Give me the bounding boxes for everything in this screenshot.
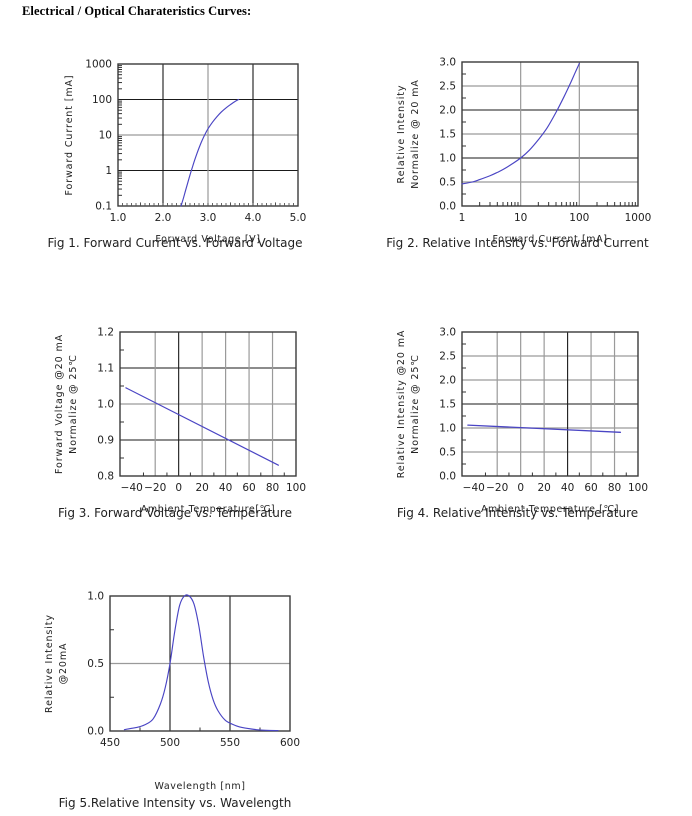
- fig2-ylabel-line1: Relative Intensity: [396, 85, 407, 184]
- fig4-xtick-label: −20: [486, 482, 508, 494]
- fig4-xlabel: Ambient Temperature [℃]: [481, 504, 619, 515]
- fig1-ylabel: Forward Current [mA]: [64, 74, 75, 195]
- figure-fig5: 0.0 0.5 1.0 450 500 550 600 Relative Intensity @…: [10, 578, 340, 813]
- fig5-curve: [123, 594, 279, 732]
- fig1-ytick-label: 1000: [85, 59, 112, 71]
- fig4-xtick-label: 40: [561, 482, 574, 494]
- fig4-xtick-label: 20: [537, 482, 550, 494]
- fig5-ytick-label: 1.0: [87, 591, 104, 603]
- fig5-xtick-label: 600: [280, 737, 300, 749]
- fig4-ytick-label: 3.0: [439, 327, 456, 339]
- fig1-xtick-label: 4.0: [245, 212, 262, 224]
- fig1-ytick-label: 1: [105, 165, 112, 177]
- fig3-ylabel-line2: Normalize @ 25℃: [68, 354, 79, 454]
- fig5-xtick-label: 550: [220, 737, 240, 749]
- fig2-xtick-label: 10: [514, 212, 527, 224]
- fig3-xtick-label: −20: [144, 482, 166, 494]
- fig2-ytick-label: 1.5: [439, 129, 456, 141]
- fig2-ytick-label: 2.5: [439, 81, 456, 93]
- fig3-ytick-label: 1.1: [97, 363, 114, 375]
- fig1-caption: Fig 1. Forward Current vs. Forward Volta…: [47, 236, 303, 250]
- fig2-plot-frame: [461, 61, 639, 207]
- figure-fig3: 0.8 0.9 1.0 1.1 1.2 −40 −20 0 20 40 60 80 100 Forward…: [10, 310, 340, 545]
- fig5-ylabel-line2: @20mA: [58, 643, 69, 685]
- fig4-ytick-label: 2.0: [439, 375, 456, 387]
- fig1-xlabel: Forward Voltage [V]: [155, 234, 260, 245]
- chart-fig4: 0.0 0.5 1.0 1.5 2.0 2.5 3.0 −40 −20 0 20 40 60 80 100 R…: [396, 327, 648, 515]
- fig2-ytick-label: 2.0: [439, 105, 456, 117]
- fig3-xtick-label: 20: [195, 482, 208, 494]
- fig5-ytick-label: 0.0: [87, 726, 104, 738]
- fig3-ylabel-line1: Forward Voltage @20 mA: [54, 334, 65, 474]
- fig4-xtick-label: 60: [584, 482, 597, 494]
- fig4-ylabel-line1: Relative Intensity @20 mA: [396, 330, 407, 479]
- figure-fig1: 0.1 1 10 100 1000 1.0 2.0 3.0 4.0 5.0 Forward Curr…: [10, 40, 340, 275]
- fig4-ytick-label: 0.5: [439, 447, 456, 459]
- fig1-ytick-label: 100: [92, 94, 112, 106]
- fig4-caption: Fig 4. Relative Intensity vs. Temperatur…: [396, 506, 639, 520]
- fig2-xtick-label: 1: [459, 212, 466, 224]
- fig2-xtick-label: 1000: [625, 212, 652, 224]
- fig2-xtick-label: 100: [569, 212, 589, 224]
- fig2-ytick-label: 0.5: [439, 177, 456, 189]
- fig5-xlabel: Wavelength [nm]: [154, 781, 245, 792]
- fig1-curve: [180, 98, 240, 207]
- fig5-caption: Fig 5.Relative Intensity vs. Wavelength: [58, 796, 292, 810]
- fig3-xtick-label: 60: [242, 482, 255, 494]
- fig1-ytick-label: 10: [99, 130, 112, 142]
- fig4-curve: [467, 424, 622, 433]
- fig2-curve: [461, 62, 580, 185]
- fig3-ytick-label: 1.2: [97, 327, 114, 339]
- fig1-xtick-label: 1.0: [110, 212, 127, 224]
- fig5-ylabel-line1: Relative Intensity: [44, 614, 55, 713]
- fig3-xtick-label: 40: [219, 482, 232, 494]
- fig3-ytick-label: 1.0: [97, 399, 114, 411]
- fig2-caption: Fig 2. Relative Intensity vs. Forward Cu…: [386, 236, 649, 250]
- fig5-ytick-label: 0.5: [87, 658, 104, 670]
- fig1-xtick-label: 3.0: [200, 212, 217, 224]
- chart-fig2: 0.0 0.5 1.0 1.5 2.0 2.5 3.0 1 10 100 1000 Relative …: [396, 57, 652, 245]
- fig5-xtick-label: 500: [160, 737, 180, 749]
- chart-fig1: 0.1 1 10 100 1000 1.0 2.0 3.0 4.0 5.0 Forward Curr…: [64, 59, 307, 245]
- fig4-xtick-label: 80: [608, 482, 621, 494]
- page-title: Electrical / Optical Charateristics Curv…: [22, 4, 252, 18]
- fig2-xlabel: Forward Current [mA]: [492, 234, 607, 245]
- fig4-plot-frame: [461, 331, 639, 477]
- fig3-ytick-label: 0.8: [97, 471, 114, 483]
- fig4-ytick-label: 0.0: [439, 471, 456, 483]
- fig3-curve: [125, 387, 279, 466]
- fig3-plot-frame: [119, 331, 297, 477]
- fig2-ylabel-line2: Normalize @ 20 mA: [410, 79, 421, 189]
- fig3-xtick-label: 80: [266, 482, 279, 494]
- fig3-caption: Fig 3. Forward Voltage vs. Temperature: [58, 506, 292, 520]
- fig1-ytick-label: 0.1: [95, 201, 112, 213]
- fig3-xtick-label: 100: [286, 482, 306, 494]
- fig5-xtick-label: 450: [100, 737, 120, 749]
- fig2-ytick-label: 0.0: [439, 201, 456, 213]
- figure-fig2: 0.0 0.5 1.0 1.5 2.0 2.5 3.0 1 10 100 1000 Relative …: [350, 40, 685, 275]
- fig2-ytick-label: 1.0: [439, 153, 456, 165]
- figure-fig4: 0.0 0.5 1.0 1.5 2.0 2.5 3.0 −40 −20 0 20 40 60 80 100 R…: [350, 310, 685, 545]
- fig1-xtick-label: 5.0: [290, 212, 307, 224]
- fig4-ytick-label: 1.0: [439, 423, 456, 435]
- fig4-xtick-label: −40: [463, 482, 485, 494]
- fig3-ytick-label: 0.9: [97, 435, 114, 447]
- fig4-ytick-label: 1.5: [439, 399, 456, 411]
- fig4-xtick-label: 0: [517, 482, 524, 494]
- chart-fig5: 0.0 0.5 1.0 450 500 550 600 Relative Intensity @…: [44, 591, 300, 792]
- fig4-xtick-label: 100: [628, 482, 648, 494]
- fig1-xtick-label: 2.0: [155, 212, 172, 224]
- fig3-xlabel: Ambient Temperature[℃]: [141, 504, 276, 515]
- fig4-ytick-label: 2.5: [439, 351, 456, 363]
- fig2-ytick-label: 3.0: [439, 57, 456, 69]
- fig3-xtick-label: −40: [121, 482, 143, 494]
- fig3-xtick-label: 0: [175, 482, 182, 494]
- fig4-ylabel-line2: Normalize @ 25℃: [410, 354, 421, 454]
- chart-fig3: 0.8 0.9 1.0 1.1 1.2 −40 −20 0 20 40 60 80 100 Forward…: [54, 327, 306, 515]
